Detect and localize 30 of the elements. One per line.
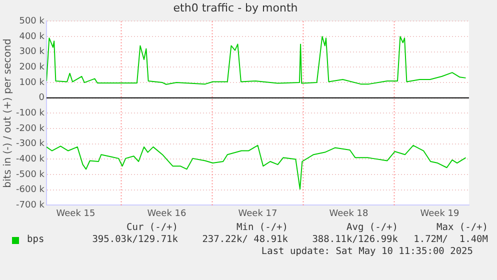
text: 395.03k/129.71k [91,234,179,246]
y-axis-title: bits in (-) / out (+) per second [2,38,14,188]
x-tick-label: Week 17 [238,208,278,219]
text: 237.22k/ 48.91k [201,234,289,246]
y-tick-label: -700 k [16,200,46,211]
text: Min (-/+) [236,222,289,234]
y-tick-label: 500 k [19,16,46,27]
y-tick-label: -400 k [16,154,46,165]
x-tick-label: Week 19 [420,208,460,219]
text: Last update: Sat May 10 11:35:00 2025 [260,246,474,258]
y-tick-label: 200 k [19,62,46,73]
y-tick-label: 300 k [19,47,46,58]
text: 388.11k/126.99k [311,234,399,246]
legend-label: bps [27,234,44,246]
y-tick-label: 100 k [19,78,46,88]
y-tick-label: -600 k [16,185,46,196]
y-tick-label: -200 k [16,124,46,134]
y-tick-label: -500 k [16,170,46,180]
y-tick-label: -300 k [16,139,46,150]
text: Max (-/+) [436,222,489,234]
text: Cur (-/+) [126,222,179,234]
y-tick-label: 0 [38,93,45,104]
text: Avg (-/+) [346,222,399,234]
text: 1.72M/ 1.40M [412,234,489,246]
y-tick-label: 400 k [19,32,46,42]
y-tick-label: -100 k [16,108,46,119]
x-tick-label: Week 16 [147,208,186,219]
x-tick-label: Week 15 [56,208,96,219]
chart-title: eth0 traffic - by month [173,1,298,14]
x-tick-label: Week 18 [329,208,368,219]
